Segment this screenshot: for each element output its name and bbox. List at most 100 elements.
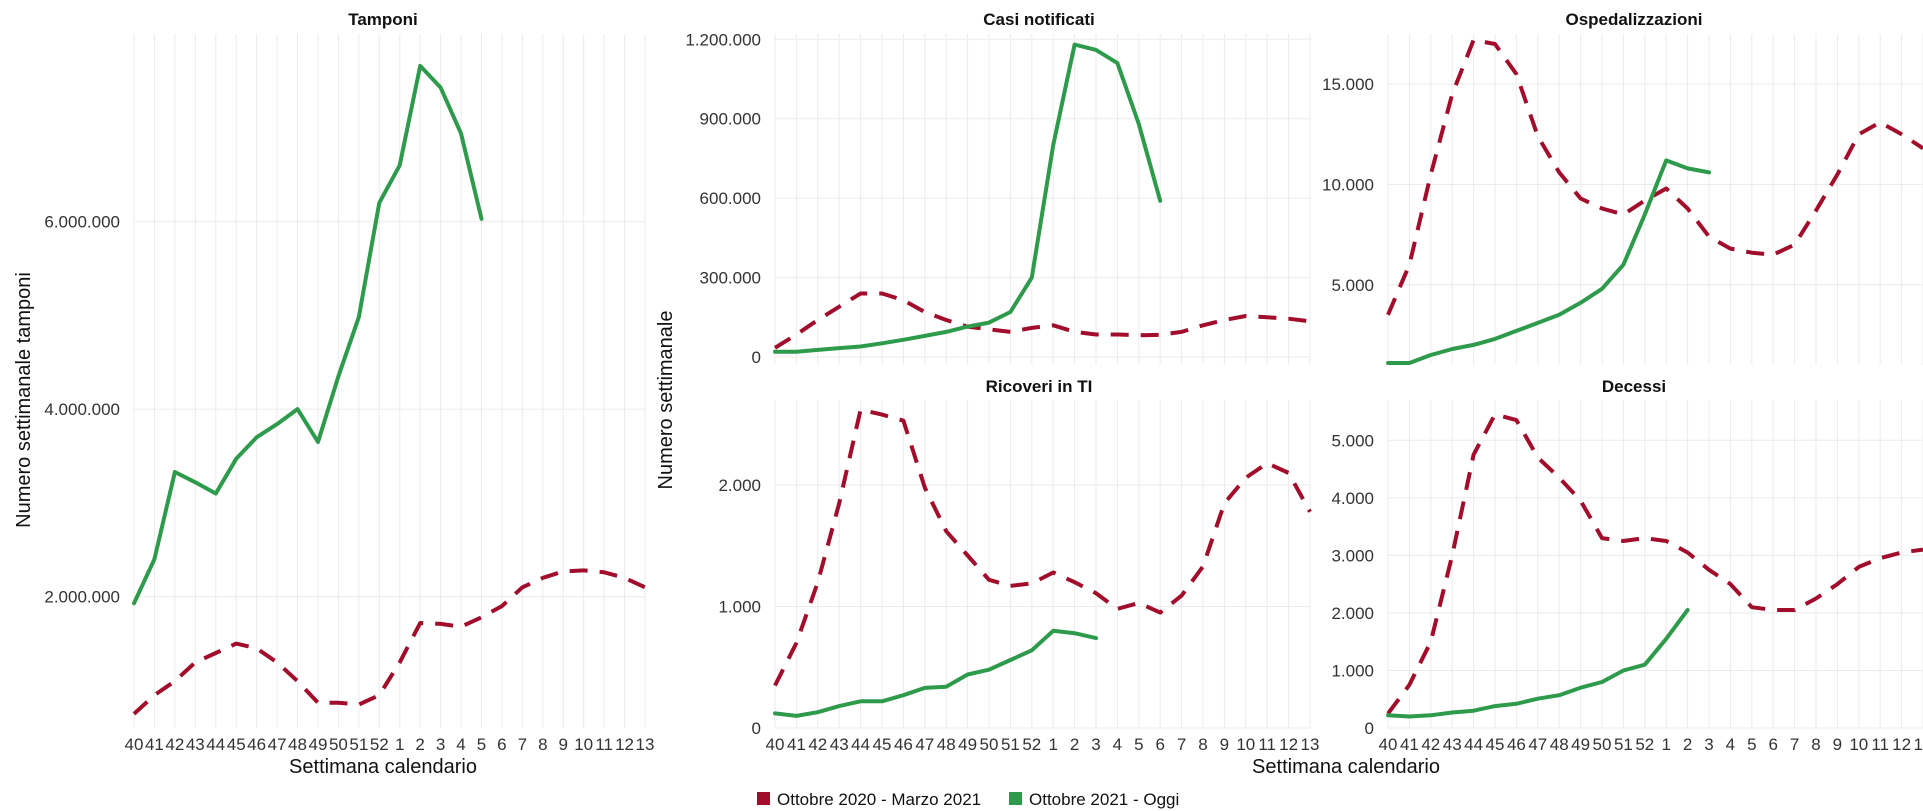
x-tick-label: 6 — [497, 735, 506, 754]
x-tick-label: 11 — [1258, 735, 1276, 754]
x-tick-label: 49 — [308, 735, 327, 754]
panel-title: Ospedalizzazioni — [1566, 10, 1703, 29]
x-tick-label: 3 — [436, 735, 445, 754]
y-tick-label: 600.000 — [700, 189, 761, 208]
x-tick-label: 9 — [1220, 735, 1229, 754]
panel-title: Ricoveri in TI — [986, 377, 1093, 396]
x-tick-label: 3 — [1704, 735, 1713, 754]
x-tick-label: 44 — [851, 735, 870, 754]
x-tick-label: 50 — [980, 735, 999, 754]
x-tick-label: 7 — [1177, 735, 1186, 754]
x-tick-label: 49 — [958, 735, 977, 754]
x-tick-label: 3 — [1091, 735, 1100, 754]
panel-ospedalizzazioni: 5.000 10.000 15.000 — [1322, 34, 1923, 365]
legend-swatch-2020 — [757, 792, 770, 805]
y-tick-label: 0 — [752, 348, 761, 367]
x-tick-label: 8 — [538, 735, 547, 754]
x-tick-label: 9 — [559, 735, 568, 754]
x-tick-label: 48 — [937, 735, 956, 754]
x-tick-label: 7 — [1790, 735, 1799, 754]
series-line-2020 — [1386, 412, 1923, 715]
y-tick-label: 0 — [1365, 719, 1374, 738]
x-tick-label: 4 — [1726, 735, 1735, 754]
x-tick-label: 5 — [477, 735, 486, 754]
series-line-2021 — [132, 63, 484, 606]
x-tick-label: 5 — [1747, 735, 1756, 754]
panel-title: Tamponi — [348, 10, 418, 29]
panel-title: Decessi — [1602, 377, 1666, 396]
x-tick-label: 12 — [1279, 735, 1298, 754]
x-tick-label: 46 — [247, 735, 266, 754]
x-tick-label: 10 — [1236, 735, 1255, 754]
x-axis-label: Settimana calendario — [1252, 756, 1440, 778]
x-tick-label: 13 — [1301, 735, 1320, 754]
y-tick-label: 4.000.000 — [44, 400, 120, 419]
x-tick-label: 45 — [227, 735, 246, 754]
x-tick-label: 41 — [1400, 735, 1419, 754]
y-tick-label: 2.000.000 — [44, 588, 120, 607]
y-tick-label: 6.000.000 — [44, 213, 120, 232]
x-tick-label: 43 — [830, 735, 849, 754]
x-tick-label: 47 — [1528, 735, 1547, 754]
x-tick-label: 10 — [574, 735, 593, 754]
x-tick-label: 5 — [1134, 735, 1143, 754]
x-tick-label: 10 — [1849, 735, 1868, 754]
x-tick-label: 11 — [1871, 735, 1889, 754]
legend-swatch-2021 — [1009, 792, 1022, 805]
panel-casi-notificati: 0 300.000 600.000 900.000 1.200.000 — [685, 30, 1311, 367]
x-tick-label: 8 — [1811, 735, 1820, 754]
y-tick-label: 5.000 — [1331, 431, 1374, 450]
x-tick-label: 47 — [915, 735, 934, 754]
legend-label: Ottobre 2021 - Oggi — [1029, 790, 1179, 809]
x-tick-label: 1 — [1048, 735, 1057, 754]
x-tick-label: 2 — [1683, 735, 1692, 754]
x-tick-label: 12 — [1892, 735, 1911, 754]
y-tick-label: 1.200.000 — [685, 30, 761, 49]
x-tick-label: 50 — [1593, 735, 1612, 754]
series-line-2020 — [773, 291, 1311, 350]
series-line-2021 — [773, 628, 1098, 718]
x-tick-label: 50 — [329, 735, 348, 754]
series-line-2020 — [773, 407, 1312, 687]
y-tick-label: 4.000 — [1331, 489, 1374, 508]
legend-label: Ottobre 2020 - Marzo 2021 — [777, 790, 981, 809]
series-line-2020 — [132, 568, 646, 716]
series-line-2020 — [1386, 38, 1923, 316]
x-tick-label: 45 — [1486, 735, 1505, 754]
x-tick-label: 6 — [1155, 735, 1164, 754]
x-tick-label: 8 — [1198, 735, 1207, 754]
x-tick-label: 46 — [1507, 735, 1526, 754]
x-tick-label: 13 — [636, 735, 655, 754]
x-tick-label: 47 — [268, 735, 287, 754]
series-line-2021 — [773, 42, 1163, 354]
x-tick-label: 44 — [206, 735, 225, 754]
x-tick-label: 45 — [873, 735, 892, 754]
x-tick-label: 41 — [145, 735, 164, 754]
x-tick-label: 52 — [1635, 735, 1654, 754]
y-tick-label: 2.000 — [1331, 604, 1374, 623]
y-tick-label: 300.000 — [700, 269, 761, 288]
x-tick-label: 52 — [1022, 735, 1041, 754]
x-tick-label: 2 — [1070, 735, 1079, 754]
x-tick-label: 2 — [415, 735, 424, 754]
x-tick-label: 1 — [1661, 735, 1670, 754]
y-axis-label: Numero settimanale — [655, 311, 677, 490]
legend: Ottobre 2020 - Marzo 2021 Ottobre 2021 -… — [757, 790, 1179, 809]
y-tick-label: 10.000 — [1322, 175, 1374, 194]
x-tick-label: 40 — [125, 735, 144, 754]
y-tick-label: 2.000 — [718, 476, 761, 495]
x-tick-label: 6 — [1768, 735, 1777, 754]
x-tick-label: 46 — [894, 735, 913, 754]
x-tick-label: 44 — [1464, 735, 1483, 754]
y-tick-label: 1.000 — [1331, 661, 1374, 680]
x-tick-label: 4 — [456, 735, 465, 754]
x-tick-label: 43 — [186, 735, 205, 754]
x-tick-label: 43 — [1443, 735, 1462, 754]
y-tick-label: 900.000 — [700, 110, 761, 129]
x-tick-label: 11 — [595, 735, 613, 754]
x-tick-label: 42 — [165, 735, 184, 754]
series-line-2021 — [1386, 608, 1690, 719]
